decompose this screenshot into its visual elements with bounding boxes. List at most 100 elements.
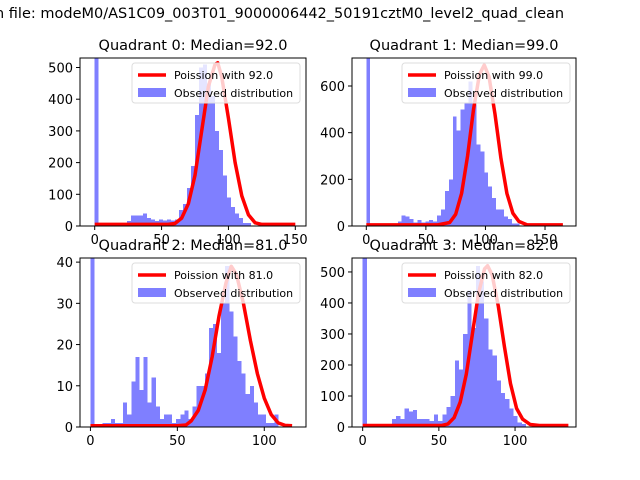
histogram-bar	[186, 187, 191, 226]
histogram-bar	[270, 422, 275, 427]
histogram-bar	[223, 175, 228, 226]
histogram-bar	[515, 223, 520, 226]
histogram-bar	[417, 419, 422, 427]
x-tick-label: 0	[362, 233, 370, 248]
axes-frame	[351, 57, 577, 227]
axes-frame	[351, 257, 577, 428]
histogram-bar	[456, 130, 461, 226]
y-tick-label: 500	[320, 266, 345, 281]
legend-box	[401, 62, 571, 104]
histogram-bar	[475, 265, 480, 427]
histogram-bar	[472, 104, 477, 226]
x-tick-label: 50	[153, 233, 170, 248]
histogram-bar	[496, 209, 500, 226]
histogram-bar	[441, 209, 445, 226]
legend-label-observed: Observed distribution	[174, 287, 293, 300]
histogram-bar	[262, 414, 267, 427]
histogram-bar	[211, 96, 216, 226]
histogram-bar	[253, 402, 258, 427]
histogram-bar	[425, 419, 430, 427]
legend-box	[401, 262, 571, 304]
histogram-bar	[412, 409, 418, 427]
histogram-bar	[200, 385, 205, 427]
histogram-bar	[517, 422, 522, 427]
histogram-bar	[488, 349, 493, 427]
histogram-bar	[241, 373, 246, 427]
histogram-bar	[448, 179, 453, 226]
histogram-bar	[492, 355, 497, 427]
histogram-bar	[405, 216, 410, 226]
histogram-bar	[168, 414, 173, 427]
legend: Poission with 82.0 Observed distribution	[401, 262, 571, 304]
histogram-bar	[442, 414, 447, 427]
x-tick-label: 50	[169, 434, 186, 449]
histogram-bar	[503, 216, 508, 226]
subplot-3: 0 50 100 0 100 200 300 400 500 Quadrant 3: Median…	[320, 238, 577, 449]
y-tick-label: 20	[56, 339, 73, 354]
histogram-bar	[225, 266, 230, 427]
histogram-bar	[437, 215, 442, 226]
histogram-bar	[446, 406, 451, 427]
histogram-bar	[184, 410, 189, 427]
histogram-bar	[237, 361, 242, 427]
y-tick-label: 500	[48, 62, 73, 77]
x-tick-label: 150	[533, 233, 558, 248]
legend-label-poisson: Poission with 99.0	[444, 69, 543, 82]
legend-label-poisson: Poission with 92.0	[174, 69, 273, 82]
x-tick-label: 100	[473, 233, 498, 248]
histogram-bar	[221, 303, 226, 427]
legend-hist-swatch	[408, 88, 436, 97]
plot-area	[362, 258, 569, 427]
histogram-bar	[94, 58, 99, 226]
histogram-bar	[243, 222, 248, 226]
histogram-bar	[142, 213, 147, 226]
subplot-title: Quadrant 1: Median=99.0	[370, 38, 559, 54]
histogram-bar	[131, 381, 136, 427]
histogram-bar	[392, 419, 397, 427]
histogram-bar	[217, 352, 222, 427]
legend-hist-swatch	[138, 88, 166, 97]
legend-hist-swatch	[408, 288, 436, 297]
y-tick-label: 40	[56, 256, 73, 271]
x-tick-label: 0	[91, 233, 99, 248]
x-tick-label: 100	[503, 434, 528, 449]
subplot-0: 0 50 100 150 0 100 200 300 400 500 Quadrant 0: Med…	[48, 38, 308, 248]
histogram-bar	[396, 416, 401, 427]
histogram-bar	[468, 81, 473, 226]
histogram-bar	[507, 219, 512, 226]
y-tick-label: 10	[56, 380, 73, 395]
histogram-bar	[159, 418, 164, 427]
histogram-bar	[235, 213, 240, 226]
histogram-bar	[123, 402, 128, 427]
y-tick-label: 200	[48, 157, 73, 172]
histogram-bar	[176, 418, 181, 427]
legend: Poission with 99.0 Observed distribution	[401, 62, 571, 104]
histogram-bar	[207, 83, 212, 226]
histogram-bar	[130, 215, 135, 226]
histogram-bar	[151, 377, 156, 427]
y-tick-label: 600	[320, 80, 345, 95]
histogram-bar	[203, 64, 208, 226]
x-tick-label: 50	[418, 233, 435, 248]
histogram-bar	[444, 191, 449, 226]
histogram-bar	[505, 399, 510, 427]
y-tick-label: 0	[337, 220, 345, 235]
y-tick-label: 0	[337, 421, 345, 436]
histogram-bar	[190, 165, 196, 226]
histogram-bar	[135, 356, 140, 427]
histogram-bar	[521, 423, 527, 427]
y-tick-label: 0	[65, 421, 73, 436]
y-tick-label: 300	[48, 125, 73, 140]
histogram-bar	[147, 402, 152, 427]
histogram-bar	[247, 222, 252, 226]
histogram-bar	[366, 58, 371, 226]
axes-frame	[79, 257, 307, 428]
x-tick-label: 100	[216, 233, 241, 248]
y-tick-label: 400	[48, 93, 73, 108]
legend-label-poisson: Poission with 81.0	[174, 269, 273, 282]
histogram-bar	[480, 151, 485, 226]
legend-label-poisson: Poission with 82.0	[444, 269, 543, 282]
y-tick-label: 30	[56, 297, 73, 312]
legend-label-observed: Observed distribution	[444, 87, 563, 100]
histogram-bar	[492, 198, 497, 226]
